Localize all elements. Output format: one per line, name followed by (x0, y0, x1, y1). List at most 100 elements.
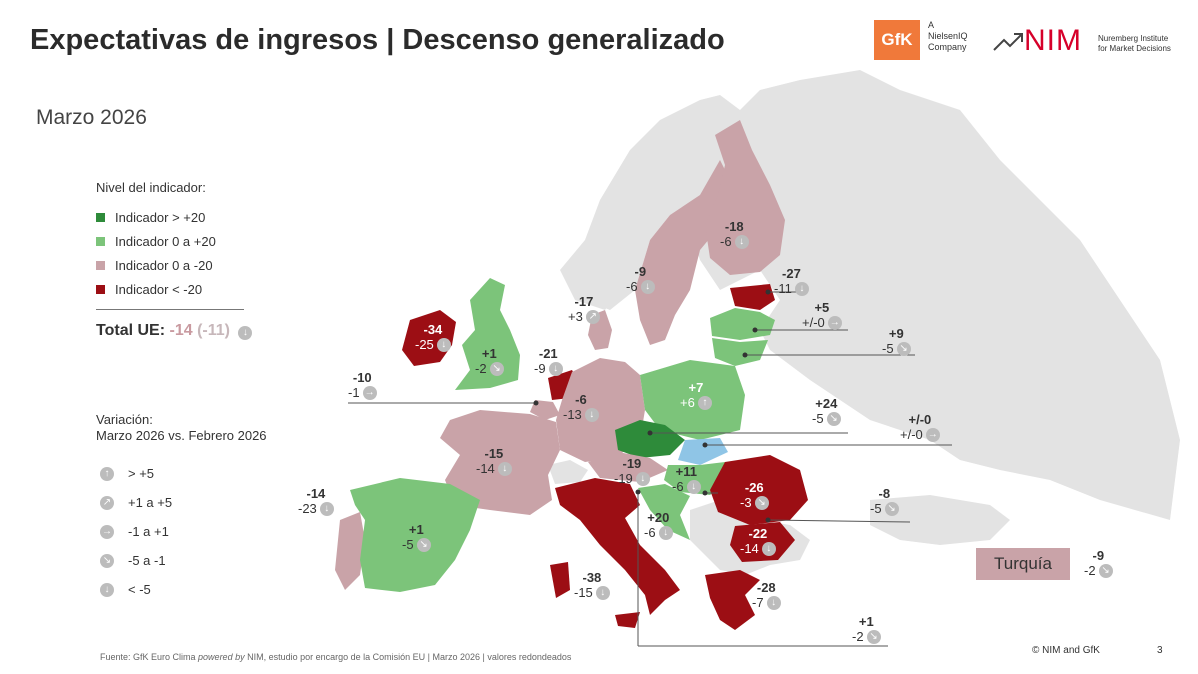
gfk-logo: GfK (874, 20, 920, 60)
country-value: +1 (408, 522, 424, 537)
gfk-logo-subtext: A NielsenIQ Company (928, 20, 968, 53)
arrow-down-right-icon: ↘ (884, 501, 899, 516)
legend-item: Indicador 0 a -20 (96, 253, 256, 277)
variation-label: < -5 (128, 582, 151, 597)
map-norway (575, 100, 735, 310)
country-change: -7 (752, 595, 764, 610)
country-value: -21 (538, 346, 558, 361)
country-label-turkey: -9 -2 ↘ (1084, 548, 1113, 578)
country-value: +1 (481, 346, 497, 361)
leader-lines (348, 291, 952, 647)
country-label-romania: -26 -3 ↘ (740, 480, 769, 510)
country-label-bulgaria-line: -8 -5 ↘ (870, 486, 899, 516)
map-sardinia (550, 562, 570, 598)
map-uk (455, 278, 520, 390)
logo-area: GfK A NielsenIQ Company NIM Nuremberg In… (874, 18, 1184, 66)
country-value: -19 (622, 456, 642, 471)
arrow-down-right-icon: ↘ (866, 629, 881, 644)
gfk-sub-line-3: Company (928, 42, 967, 52)
turkey-box: Turquía (976, 548, 1070, 580)
legend-label: Indicador 0 a -20 (115, 257, 213, 273)
indicator-legend: Nivel del indicador: Indicador > +20 Ind… (96, 180, 256, 301)
country-label-latvia: +5 +/-0 → (802, 300, 842, 330)
arrow-right-icon: → (100, 524, 114, 539)
country-label-finland: -18 -6 ↓ (720, 219, 749, 249)
country-value: -27 (782, 266, 801, 281)
map-finland (705, 120, 785, 275)
country-change: -6 (644, 525, 656, 540)
arrow-down-icon: ↓ (640, 279, 655, 294)
arrow-down-icon: ↓ (635, 471, 650, 486)
arrow-down-right-icon: ↘ (100, 553, 114, 568)
map-latvia (710, 308, 775, 340)
country-label-estonia: -27 -11 ↓ (774, 266, 809, 296)
arrow-down-icon: ↓ (584, 407, 599, 422)
legend-title: Nivel del indicador: (96, 180, 206, 195)
map-sicily (615, 612, 640, 628)
country-value: -17 (574, 294, 594, 309)
country-label-sweden: -9 -6 ↓ (626, 264, 655, 294)
source-italic: powered by (198, 652, 245, 662)
country-change: +/-0 (900, 427, 923, 442)
country-label-germany: -6 -13 ↓ (563, 392, 599, 422)
total-eu: Total UE: -14 (-11) ↓ (96, 322, 253, 340)
country-value: +20 (647, 510, 670, 525)
country-label-czechia: +24 -5 ↘ (812, 396, 841, 426)
total-change: (-11) (197, 322, 230, 339)
country-label-hungary: +11 -6 ↓ (672, 464, 701, 494)
arrow-down-icon: ↓ (548, 361, 563, 376)
country-value: +11 (675, 464, 697, 479)
legend-swatch-dark-red (96, 284, 105, 294)
map-ireland (402, 310, 456, 366)
page-title: Expectativas de ingresos | Descenso gene… (30, 24, 725, 56)
legend-label: Indicador > +20 (115, 209, 206, 225)
arrow-down-icon: ↓ (238, 326, 253, 340)
country-label-belgium: -10 -1 → (348, 370, 377, 400)
country-change: -1 (348, 385, 360, 400)
variation-label: -5 a -1 (128, 553, 166, 568)
page-number: 3 (1157, 645, 1163, 656)
arrow-down-icon: ↓ (100, 582, 114, 597)
arrow-down-icon: ↓ (319, 501, 334, 516)
country-change: -3 (740, 495, 752, 510)
country-label-cyprus-line: +1 -2 ↘ (852, 614, 881, 644)
country-label-netherlands: -21 -9 ↓ (534, 346, 563, 376)
legend-swatch-light-red (96, 260, 105, 270)
gfk-sub-line-2: NielsenIQ (928, 31, 968, 41)
country-value: -14 (306, 486, 326, 501)
page-subtitle: Marzo 2026 (36, 106, 147, 129)
arrow-down-icon: ↓ (734, 234, 749, 249)
country-label-austria: -19 -19 ↓ (614, 456, 650, 486)
arrow-down-icon: ↓ (794, 281, 809, 296)
variation-label: +1 a +5 (128, 495, 173, 510)
arrow-down-icon: ↓ (436, 337, 451, 352)
arrow-up-icon: ↑ (100, 466, 114, 481)
country-change: +/-0 (802, 315, 825, 330)
country-change: -15 (574, 585, 593, 600)
arrow-down-icon: ↓ (766, 595, 781, 610)
country-label-portugal: -14 -23 ↓ (298, 486, 334, 516)
country-change: -23 (298, 501, 317, 516)
country-label-spain: +1 -5 ↘ (402, 522, 431, 552)
country-label-slovakia: +/-0 +/-0 → (900, 412, 940, 442)
arrow-down-right-icon: ↘ (416, 537, 431, 552)
country-change: -5 (812, 411, 824, 426)
country-value: -15 (484, 446, 504, 461)
nim-sub-line-1: Nuremberg Institute (1098, 34, 1169, 43)
map-neutral-switzerland (548, 460, 588, 484)
country-label-lithuania: +9 -5 ↘ (882, 326, 911, 356)
country-value: -9 (1092, 548, 1105, 563)
country-value: -18 (724, 219, 744, 234)
country-value: -28 (756, 580, 776, 595)
source-prefix: Fuente: GfK Euro Clima (100, 652, 199, 662)
country-value: +5 (814, 300, 830, 315)
arrow-down-icon: ↓ (686, 479, 701, 494)
country-value: +9 (888, 326, 904, 341)
variation-label: -1 a +1 (128, 524, 169, 539)
variation-item: → -1 a +1 (100, 517, 172, 546)
country-change: -2 (1084, 563, 1096, 578)
country-label-france: -15 -14 ↓ (476, 446, 512, 476)
legend-item: Indicador 0 a +20 (96, 229, 256, 253)
country-change: -6 (720, 234, 732, 249)
